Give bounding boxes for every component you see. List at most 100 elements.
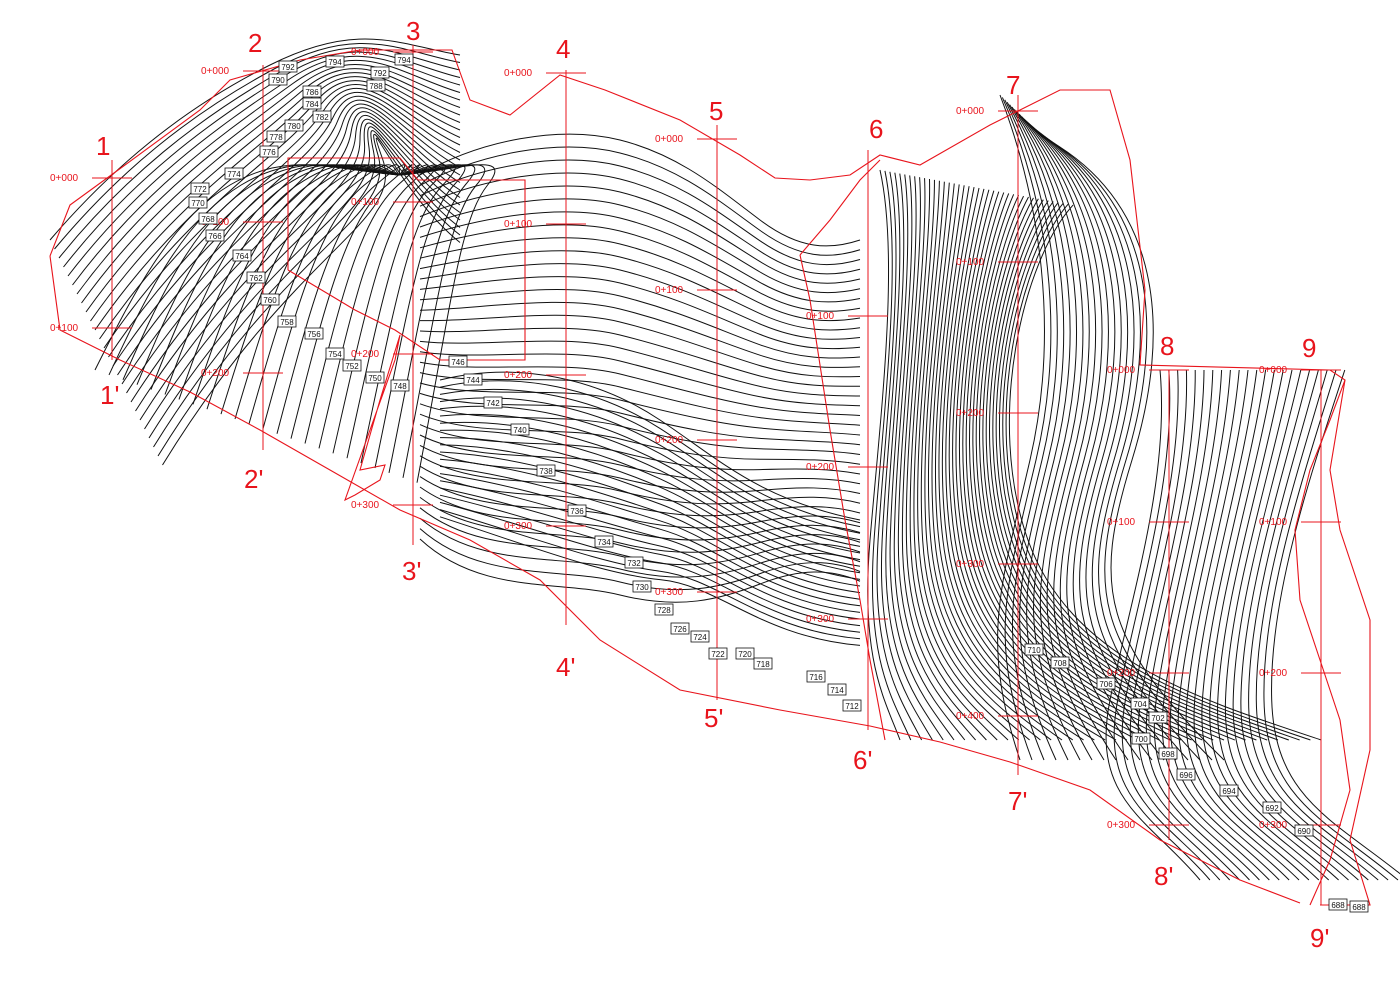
contour-se-13 (1209, 369, 1330, 881)
section-end-label: 8' (1154, 861, 1173, 891)
chainage-label: 0+200 (1259, 668, 1288, 679)
elevation-tag: 776 (259, 145, 279, 158)
contour-ne-5 (1011, 106, 1081, 761)
elevation-tag: 722 (708, 647, 728, 660)
elevation-value: 730 (635, 583, 649, 592)
section-end-label: 7' (1008, 786, 1027, 816)
elevation-tag: 734 (594, 535, 614, 548)
elevation-tag: 740 (510, 423, 530, 436)
elevation-tag-box (365, 371, 385, 384)
elevation-tag-box (567, 504, 587, 517)
chainage-label: 0+200 (1107, 668, 1136, 679)
contour-nw-8 (85, 72, 461, 313)
contour-ne-16 (1038, 132, 1213, 761)
contour-nw-23 (153, 130, 461, 448)
elevation-value: 696 (1179, 771, 1193, 780)
elevation-tag-box (483, 396, 503, 409)
elevation-tag: 688 (1328, 898, 1348, 911)
elevation-tag-box (1158, 747, 1178, 760)
elevation-tag-box (302, 85, 322, 98)
contour-nw-6 (76, 64, 461, 295)
elevation-tag-box (1096, 677, 1116, 690)
contour-cs-15 (439, 487, 861, 620)
chainage-label: 0+300 (1259, 820, 1288, 831)
contour-w-18 (346, 164, 447, 459)
elevation-value: 698 (1161, 750, 1175, 759)
elevation-tag: 752 (342, 359, 362, 372)
elevation-tag: 774 (224, 167, 244, 180)
elevation-tag: 690 (1294, 824, 1314, 837)
section-end-label: 3' (402, 556, 421, 586)
contour-c-5 (419, 198, 861, 294)
contour-lines (49, 38, 1400, 881)
contour-ne-15 (1035, 130, 1201, 761)
elevation-tag-box (827, 683, 847, 696)
elevation-tag: 792 (370, 66, 390, 79)
contour-e-24 (958, 191, 1160, 741)
contour-e-7 (897, 176, 976, 741)
elevation-tag: 766 (205, 229, 225, 242)
elevation-value: 702 (1151, 714, 1165, 723)
contour-se-15 (1224, 369, 1349, 881)
boundary-inner-cut (287, 157, 526, 361)
contour-cs-10 (439, 451, 861, 587)
contour-cs-16 (439, 494, 861, 627)
contour-w-8 (206, 164, 401, 410)
elevation-value: 780 (287, 122, 301, 131)
elevation-tag: 706 (1096, 677, 1116, 690)
elevation-tag-box (463, 373, 483, 386)
elevation-value: 694 (1222, 787, 1236, 796)
chainage-label: 0+200 (201, 368, 230, 379)
contour-ne-14 (1033, 128, 1189, 761)
contour-nw-12 (103, 88, 461, 349)
elevation-tag-box (842, 699, 862, 712)
contour-nw-18 (130, 111, 461, 403)
contour-nw-15 (117, 99, 461, 376)
elevation-tag: 750 (365, 371, 385, 384)
elevation-tag-box (448, 355, 468, 368)
contour-w-19 (360, 164, 456, 464)
elevation-tag: 788 (366, 79, 386, 92)
contour-c-34 (419, 528, 861, 591)
contour-w-17 (332, 164, 438, 454)
elevation-value: 734 (597, 538, 611, 547)
contour-w-1 (108, 164, 401, 376)
elevation-value: 752 (345, 362, 359, 371)
section-end-label: 1' (100, 380, 119, 410)
chainage-label: 0+000 (1259, 365, 1288, 376)
elevation-tag-box (1176, 768, 1196, 781)
elevation-value: 786 (305, 88, 319, 97)
elevation-value: 774 (227, 170, 241, 179)
elevation-tag: 768 (198, 212, 218, 225)
boundary-north (49, 49, 1371, 906)
elevation-tag: 688 (1349, 900, 1369, 913)
elevation-tag: 712 (842, 699, 862, 712)
contour-w-23 (399, 164, 496, 483)
chainage-label: 0+300 (655, 587, 684, 598)
elevation-value: 794 (328, 58, 342, 67)
elevation-value: 762 (249, 274, 263, 283)
elevation-value: 744 (466, 376, 480, 385)
contour-ne-6 (1014, 109, 1093, 761)
elevation-tag: 760 (260, 293, 280, 306)
contour-c-35 (419, 538, 861, 603)
elevation-tag-box (594, 535, 614, 548)
elevation-tag-box (1262, 801, 1282, 814)
elevation-tag-box (284, 119, 304, 132)
contour-se-8 (1169, 369, 1280, 881)
elevation-value: 716 (809, 673, 823, 682)
elevation-tag-box (342, 359, 362, 372)
section-end-label: 4' (556, 652, 575, 682)
contour-se-4 (1137, 369, 1240, 881)
contour-cs-18 (439, 509, 861, 640)
elevation-value: 700 (1134, 735, 1148, 744)
elevation-tag-box (1294, 824, 1314, 837)
contour-se-0 (1105, 369, 1201, 881)
elevation-value: 770 (191, 199, 205, 208)
contour-nw-7 (81, 68, 461, 304)
contour-cs-1 (439, 380, 861, 528)
elevation-tag: 700 (1131, 732, 1151, 745)
elevation-tag: 702 (1148, 711, 1168, 724)
contour-c-6 (419, 211, 861, 303)
elevation-value: 760 (263, 296, 277, 305)
